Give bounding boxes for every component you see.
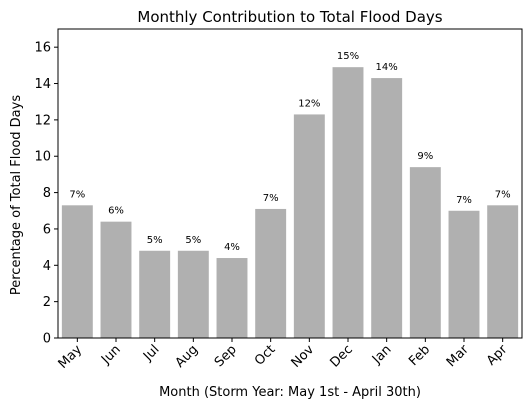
bar-jul: [139, 250, 171, 338]
data-label-aug: 5%: [185, 235, 201, 246]
x-tick-label-jan: Jan: [369, 342, 394, 367]
y-tick-label-0: 0: [43, 332, 51, 347]
x-tick-label-dec: Dec: [327, 342, 355, 370]
bar-mar: [448, 210, 480, 338]
y-tick-label-12: 12: [34, 113, 51, 128]
plot-frame: [57, 28, 523, 339]
bar-apr: [487, 205, 519, 338]
bar-dec: [332, 67, 364, 338]
bars-group: [61, 67, 519, 338]
data-label-oct: 7%: [263, 193, 279, 204]
x-tick-label-apr: Apr: [484, 342, 511, 369]
x-tick-label-feb: Feb: [406, 342, 433, 369]
x-tick-label-may: May: [56, 342, 86, 372]
data-labels-group: 7% 6% 5% 5% 4% 7% 12% 15% 14% 9% 7% 7%: [69, 51, 510, 253]
data-label-sep: 4%: [224, 242, 240, 253]
y-tick-label-14: 14: [34, 77, 51, 92]
data-label-jul: 5%: [147, 235, 163, 246]
x-axis: May Jun Jul Aug Sep Oct Nov Dec Jan Feb Mar Apr: [56, 338, 511, 372]
x-tick-label-mar: Mar: [444, 342, 472, 370]
x-tick-label-nov: Nov: [289, 342, 318, 371]
x-axis-label: Month (Storm Year: May 1st - April 30th): [159, 385, 421, 400]
bar-jan: [371, 78, 403, 338]
y-tick-label-4: 4: [43, 259, 51, 274]
data-label-feb: 9%: [417, 151, 433, 162]
y-tick-label-8: 8: [43, 186, 51, 201]
bar-may: [61, 205, 93, 338]
data-label-jun: 6%: [108, 206, 124, 217]
y-axis-label: Percentage of Total Flood Days: [9, 95, 24, 295]
bar-oct: [255, 208, 287, 338]
data-label-dec: 15%: [337, 51, 359, 62]
bar-aug: [177, 250, 209, 338]
data-label-nov: 12%: [298, 98, 320, 109]
bar-feb: [409, 167, 441, 338]
y-axis: 0 2 4 6 8 10 12 14 16: [34, 41, 58, 347]
data-label-mar: 7%: [456, 195, 472, 206]
x-tick-label-jul: Jul: [140, 342, 162, 364]
data-label-apr: 7%: [495, 189, 511, 200]
bar-nov: [293, 114, 325, 338]
y-tick-label-6: 6: [43, 222, 51, 237]
data-label-may: 7%: [69, 189, 85, 200]
x-tick-label-aug: Aug: [173, 342, 202, 371]
bar-jun: [100, 221, 132, 338]
y-tick-label-16: 16: [34, 41, 51, 56]
x-tick-label-jun: Jun: [98, 342, 124, 368]
x-tick-label-sep: Sep: [212, 342, 240, 370]
y-tick-label-2: 2: [43, 295, 51, 310]
chart-title: Monthly Contribution to Total Flood Days: [137, 8, 442, 26]
data-label-jan: 14%: [376, 62, 398, 73]
bar-sep: [216, 258, 248, 338]
x-tick-label-oct: Oct: [252, 342, 279, 369]
y-tick-label-10: 10: [34, 150, 51, 165]
